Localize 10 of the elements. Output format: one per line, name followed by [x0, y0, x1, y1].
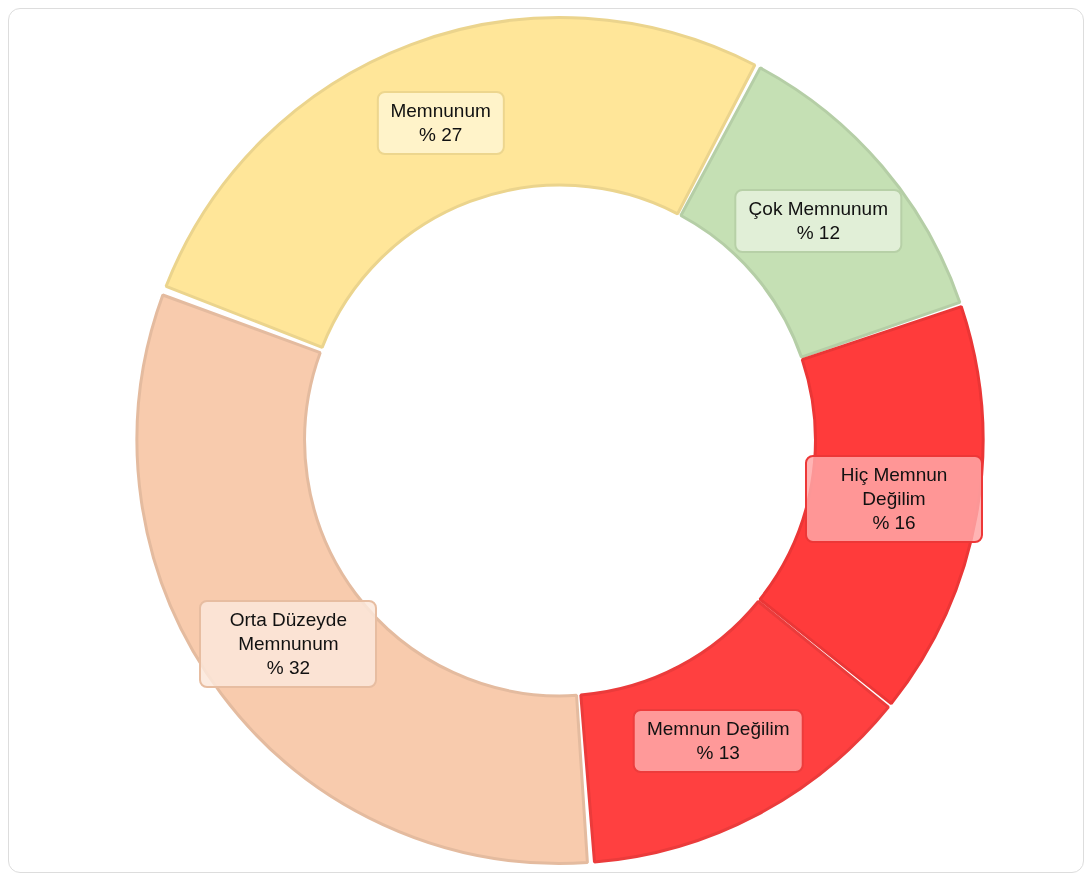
slice-label: Memnun Değilim — [646, 716, 790, 741]
data-label: % 32 — [265, 655, 312, 680]
slice-label: Memnunum — [390, 99, 491, 123]
data-label: % 12 — [795, 220, 841, 245]
data-label: % 13 — [695, 740, 741, 765]
data-label: % 16 — [871, 511, 917, 536]
data-label: % 27 — [418, 123, 464, 147]
slice-label: Çok Memnunum — [748, 196, 889, 221]
slice-label: Orta Düzeyde Memnunum — [228, 607, 348, 656]
slice-label: Hiç Memnun Değilim — [839, 463, 949, 512]
